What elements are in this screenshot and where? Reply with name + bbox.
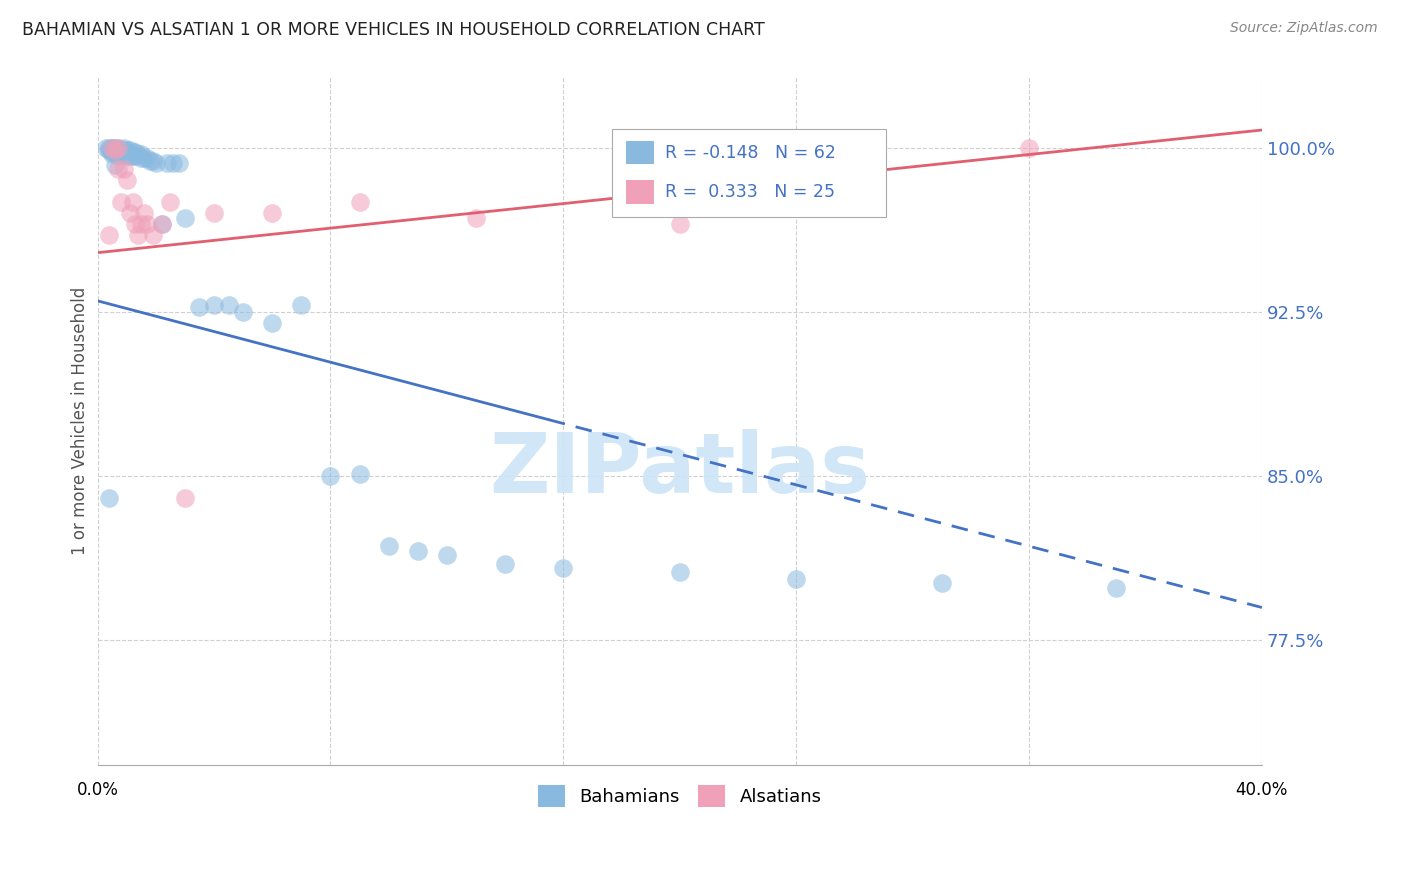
- Point: [319, 469, 342, 483]
- Point: [167, 156, 190, 170]
- Point: [107, 140, 129, 154]
- Text: Source: ZipAtlas.com: Source: ZipAtlas.com: [1230, 21, 1378, 36]
- Point: [136, 217, 159, 231]
- Point: [218, 298, 240, 312]
- Point: [349, 195, 371, 210]
- Point: [118, 206, 141, 220]
- Point: [127, 147, 149, 161]
- Point: [262, 316, 284, 330]
- Text: ZIPatlas: ZIPatlas: [489, 429, 870, 510]
- Point: [127, 228, 149, 243]
- Point: [115, 145, 138, 159]
- Point: [101, 140, 124, 154]
- Point: [115, 149, 138, 163]
- Point: [118, 143, 141, 157]
- Point: [107, 140, 129, 154]
- Point: [124, 217, 146, 231]
- Point: [139, 153, 162, 168]
- Point: [107, 145, 129, 159]
- Point: [104, 158, 127, 172]
- Point: [134, 152, 156, 166]
- Point: [162, 156, 184, 170]
- Point: [931, 576, 953, 591]
- Point: [377, 539, 399, 553]
- Point: [156, 156, 179, 170]
- Point: [174, 211, 197, 225]
- Point: [129, 217, 152, 231]
- Point: [121, 149, 143, 163]
- Point: [121, 145, 143, 159]
- Point: [101, 143, 124, 157]
- Point: [406, 543, 429, 558]
- Point: [104, 143, 127, 157]
- Point: [494, 557, 516, 571]
- Point: [110, 145, 132, 159]
- Point: [188, 301, 211, 315]
- Point: [98, 228, 121, 243]
- Point: [101, 147, 124, 161]
- Point: [202, 298, 225, 312]
- Point: [104, 145, 127, 159]
- Point: [145, 156, 167, 170]
- Point: [98, 491, 121, 505]
- Point: [465, 211, 488, 225]
- Point: [232, 305, 254, 319]
- Point: [134, 206, 156, 220]
- Point: [112, 162, 135, 177]
- Point: [98, 143, 121, 157]
- Text: R =  0.333   N = 25: R = 0.333 N = 25: [665, 183, 835, 201]
- Point: [101, 140, 124, 154]
- Point: [129, 147, 152, 161]
- Point: [112, 147, 135, 161]
- Point: [107, 149, 129, 163]
- Point: [174, 491, 197, 505]
- Y-axis label: 1 or more Vehicles in Household: 1 or more Vehicles in Household: [72, 287, 89, 556]
- Point: [1018, 140, 1040, 154]
- Point: [110, 195, 132, 210]
- Text: BAHAMIAN VS ALSATIAN 1 OR MORE VEHICLES IN HOUSEHOLD CORRELATION CHART: BAHAMIAN VS ALSATIAN 1 OR MORE VEHICLES …: [22, 21, 765, 39]
- Point: [115, 143, 138, 157]
- Point: [101, 145, 124, 159]
- Text: R = -0.148   N = 62: R = -0.148 N = 62: [665, 144, 837, 161]
- Point: [142, 153, 165, 168]
- Point: [436, 548, 458, 562]
- Point: [1105, 581, 1128, 595]
- Point: [129, 152, 152, 166]
- Legend: Bahamians, Alsatians: Bahamians, Alsatians: [531, 778, 828, 814]
- Point: [668, 217, 690, 231]
- Point: [136, 152, 159, 166]
- Point: [124, 145, 146, 159]
- Point: [262, 206, 284, 220]
- Point: [112, 143, 135, 157]
- Point: [107, 162, 129, 177]
- Point: [118, 149, 141, 163]
- Point: [159, 195, 181, 210]
- Point: [202, 206, 225, 220]
- Point: [121, 195, 143, 210]
- Point: [96, 140, 118, 154]
- Point: [112, 140, 135, 154]
- Point: [98, 140, 121, 154]
- Point: [104, 143, 127, 157]
- Point: [150, 217, 173, 231]
- Point: [115, 173, 138, 187]
- Point: [142, 228, 165, 243]
- Text: 40.0%: 40.0%: [1236, 780, 1288, 798]
- Text: 0.0%: 0.0%: [77, 780, 118, 798]
- Point: [110, 143, 132, 157]
- Point: [553, 561, 575, 575]
- Point: [101, 140, 124, 154]
- Point: [124, 149, 146, 163]
- Point: [290, 298, 312, 312]
- Point: [668, 566, 690, 580]
- Point: [150, 217, 173, 231]
- Point: [349, 467, 371, 481]
- Point: [785, 572, 807, 586]
- Point: [110, 147, 132, 161]
- Point: [104, 140, 127, 154]
- Point: [107, 143, 129, 157]
